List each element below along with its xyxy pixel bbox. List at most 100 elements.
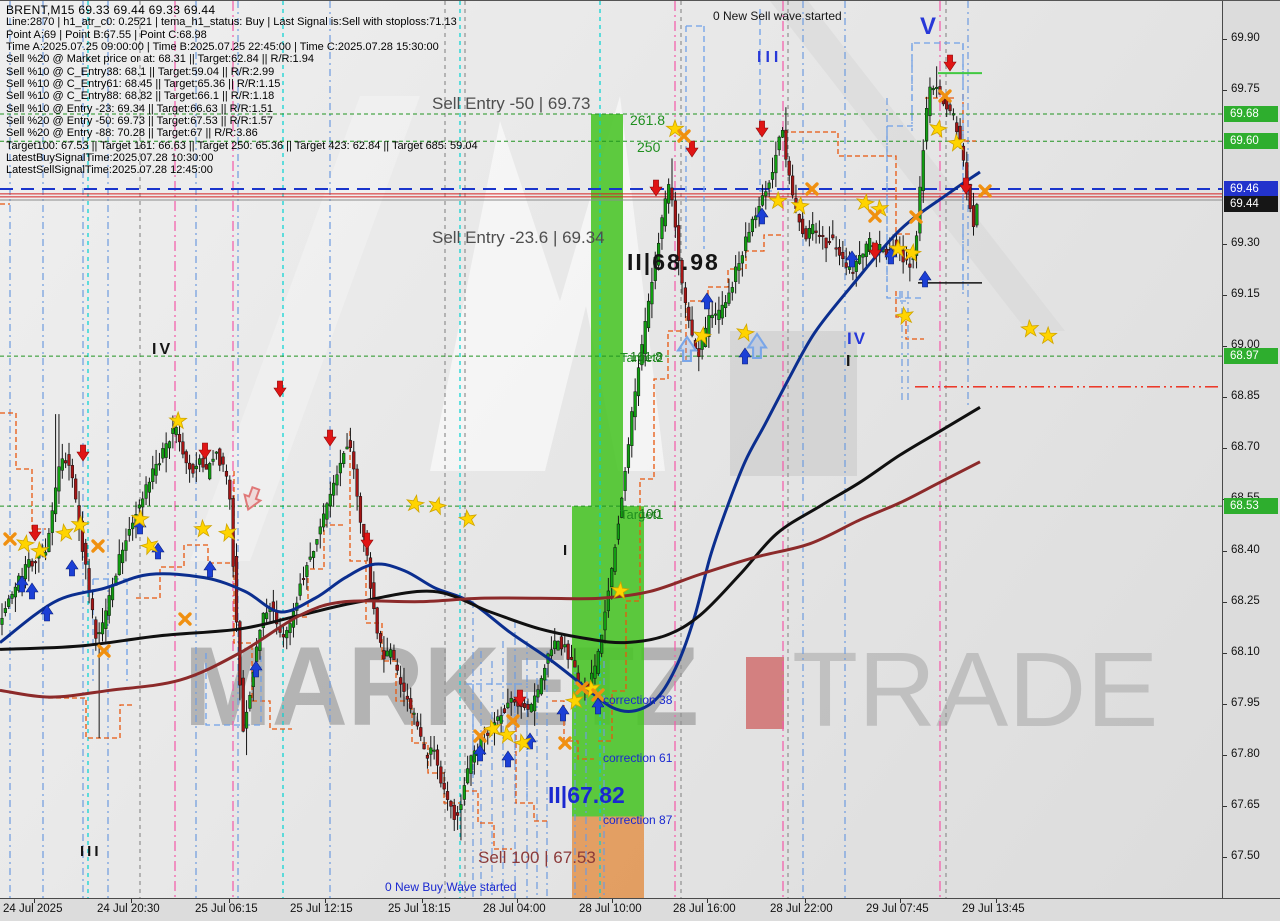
buy-signal-arrow-icon: [25, 582, 39, 600]
buy-signal-arrow-icon: [151, 542, 165, 560]
price-tick-label: 69.75: [1231, 83, 1260, 96]
hollow-buy-arrow-icon: [676, 335, 698, 363]
hollow-sell-arrow-icon: [243, 485, 263, 512]
fib-zone: [572, 816, 644, 898]
star-signal-icon: [54, 522, 75, 543]
star-signal-icon: [130, 508, 150, 528]
sell-signal-arrow-icon: [868, 242, 882, 260]
chart-area[interactable]: MARKETZ TRADE BRENT,M15 69.33 69.44 69.3…: [0, 1, 1222, 898]
cross-signal-icon: [3, 532, 17, 546]
star-signal-icon: [929, 118, 949, 139]
buy-signal-arrow-icon: [700, 292, 714, 310]
time-tick-label: 29 Jul 13:45: [962, 903, 1025, 915]
price-tick-label: 68.70: [1231, 441, 1260, 454]
time-tick-label: 24 Jul 20:30: [97, 903, 160, 915]
price-tick-label: 67.50: [1231, 850, 1260, 863]
buy-signal-arrow-icon: [203, 560, 217, 578]
buy-signal-arrow-icon: [15, 575, 29, 593]
cross-signal-icon: [558, 736, 572, 750]
sell-signal-arrow-icon: [198, 442, 212, 460]
chart-canvas[interactable]: [0, 1, 1222, 898]
star-signal-icon: [665, 118, 685, 138]
atr-trail-orange: [598, 330, 682, 742]
cross-signal-icon: [178, 612, 192, 626]
star-signal-icon: [735, 322, 756, 343]
cross-signal-icon: [805, 182, 819, 196]
trail-blue: [759, 9, 772, 192]
star-signal-icon: [564, 690, 585, 711]
atr-trail-orange: [136, 544, 232, 599]
price-badge-69.44: 69.44: [1224, 196, 1278, 212]
trail-blue: [205, 653, 262, 726]
sell-signal-arrow-icon: [685, 140, 699, 158]
atr-trail-orange: [552, 700, 594, 760]
star-signal-icon: [894, 305, 915, 326]
time-tick-label: 28 Jul 16:00: [673, 903, 736, 915]
sell-signal-arrow-icon: [755, 120, 769, 138]
star-signal-icon: [193, 518, 213, 538]
sell-signal-arrow-icon: [323, 429, 337, 447]
star-signal-icon: [1020, 318, 1040, 338]
price-tick-label: 69.15: [1231, 287, 1260, 300]
sell-signal-arrow-icon: [28, 524, 42, 542]
cross-signal-icon: [91, 539, 105, 553]
price-badge-69.68: 69.68: [1224, 106, 1278, 123]
star-signal-icon: [428, 496, 448, 516]
cross-signal-icon: [575, 681, 589, 695]
price-axis[interactable]: 69.9069.7569.3069.1569.0068.8568.7068.55…: [1222, 1, 1280, 898]
buy-signal-arrow-icon: [556, 704, 570, 722]
time-tick-label: 25 Jul 12:15: [290, 903, 353, 915]
time-axis[interactable]: 24 Jul 2025 24 Jul 20:30 25 Jul 06:15 25 Ju…: [0, 898, 1280, 921]
star-signal-icon: [168, 410, 188, 430]
star-signal-icon: [139, 536, 159, 556]
buy-signal-arrow-icon: [884, 247, 898, 265]
price-tick-label: 69.90: [1231, 32, 1260, 44]
star-signal-icon: [217, 522, 238, 543]
slow-ma-black: [0, 405, 981, 651]
buy-signal-arrow-icon: [65, 559, 79, 577]
star-signal-icon: [768, 190, 788, 210]
buy-signal-arrow-icon: [133, 517, 147, 535]
price-tick-label: 69.30: [1231, 236, 1260, 249]
time-tick-label: 28 Jul 04:00: [483, 903, 546, 915]
fib-zone: [591, 114, 623, 507]
price-tick-label: 67.65: [1231, 799, 1260, 812]
cross-signal-icon: [868, 209, 882, 223]
sell-signal-arrow-icon: [360, 532, 374, 550]
candlesticks: [0, 66, 979, 841]
atr-trail-orange: [685, 234, 782, 361]
trail-blue: [886, 42, 964, 302]
buy-signal-arrow-icon: [738, 347, 752, 365]
star-signal-icon: [947, 132, 967, 152]
star-signal-icon: [692, 325, 713, 346]
atr-trail-orange: [0, 412, 46, 530]
atr-trail-orange: [48, 697, 134, 739]
sell-signal-arrow-icon: [649, 179, 663, 197]
cross-signal-icon: [473, 729, 487, 743]
cross-signal-icon: [97, 644, 111, 658]
atr-trail-orange: [962, 94, 976, 142]
sell-signal-arrow-icon: [943, 54, 957, 72]
buy-signal-arrow-icon: [755, 207, 769, 225]
cross-signal-icon: [938, 89, 952, 103]
buy-signal-arrow-icon: [473, 744, 487, 762]
star-signal-icon: [902, 242, 923, 263]
star-signal-icon: [512, 733, 532, 753]
price-tick-label: 68.25: [1231, 594, 1260, 607]
price-tick-label: 68.85: [1231, 390, 1260, 403]
star-signal-icon: [497, 724, 517, 744]
buy-signal-arrow-icon: [501, 750, 515, 768]
buy-signal-arrow-icon: [918, 270, 932, 288]
star-signal-icon: [855, 192, 876, 213]
time-tick-label: 29 Jul 07:45: [866, 903, 929, 915]
atr-trail-orange: [464, 790, 512, 850]
time-tick-label: 25 Jul 18:15: [388, 903, 451, 915]
price-badge-69.46: 69.46: [1224, 181, 1278, 198]
buy-signal-arrow-icon: [591, 697, 605, 715]
atr-trail-orange: [349, 431, 460, 804]
star-signal-icon: [610, 580, 630, 600]
atr-trail-orange: [515, 719, 548, 822]
cross-signal-icon: [909, 210, 923, 224]
sell-signal-arrow-icon: [513, 689, 527, 707]
